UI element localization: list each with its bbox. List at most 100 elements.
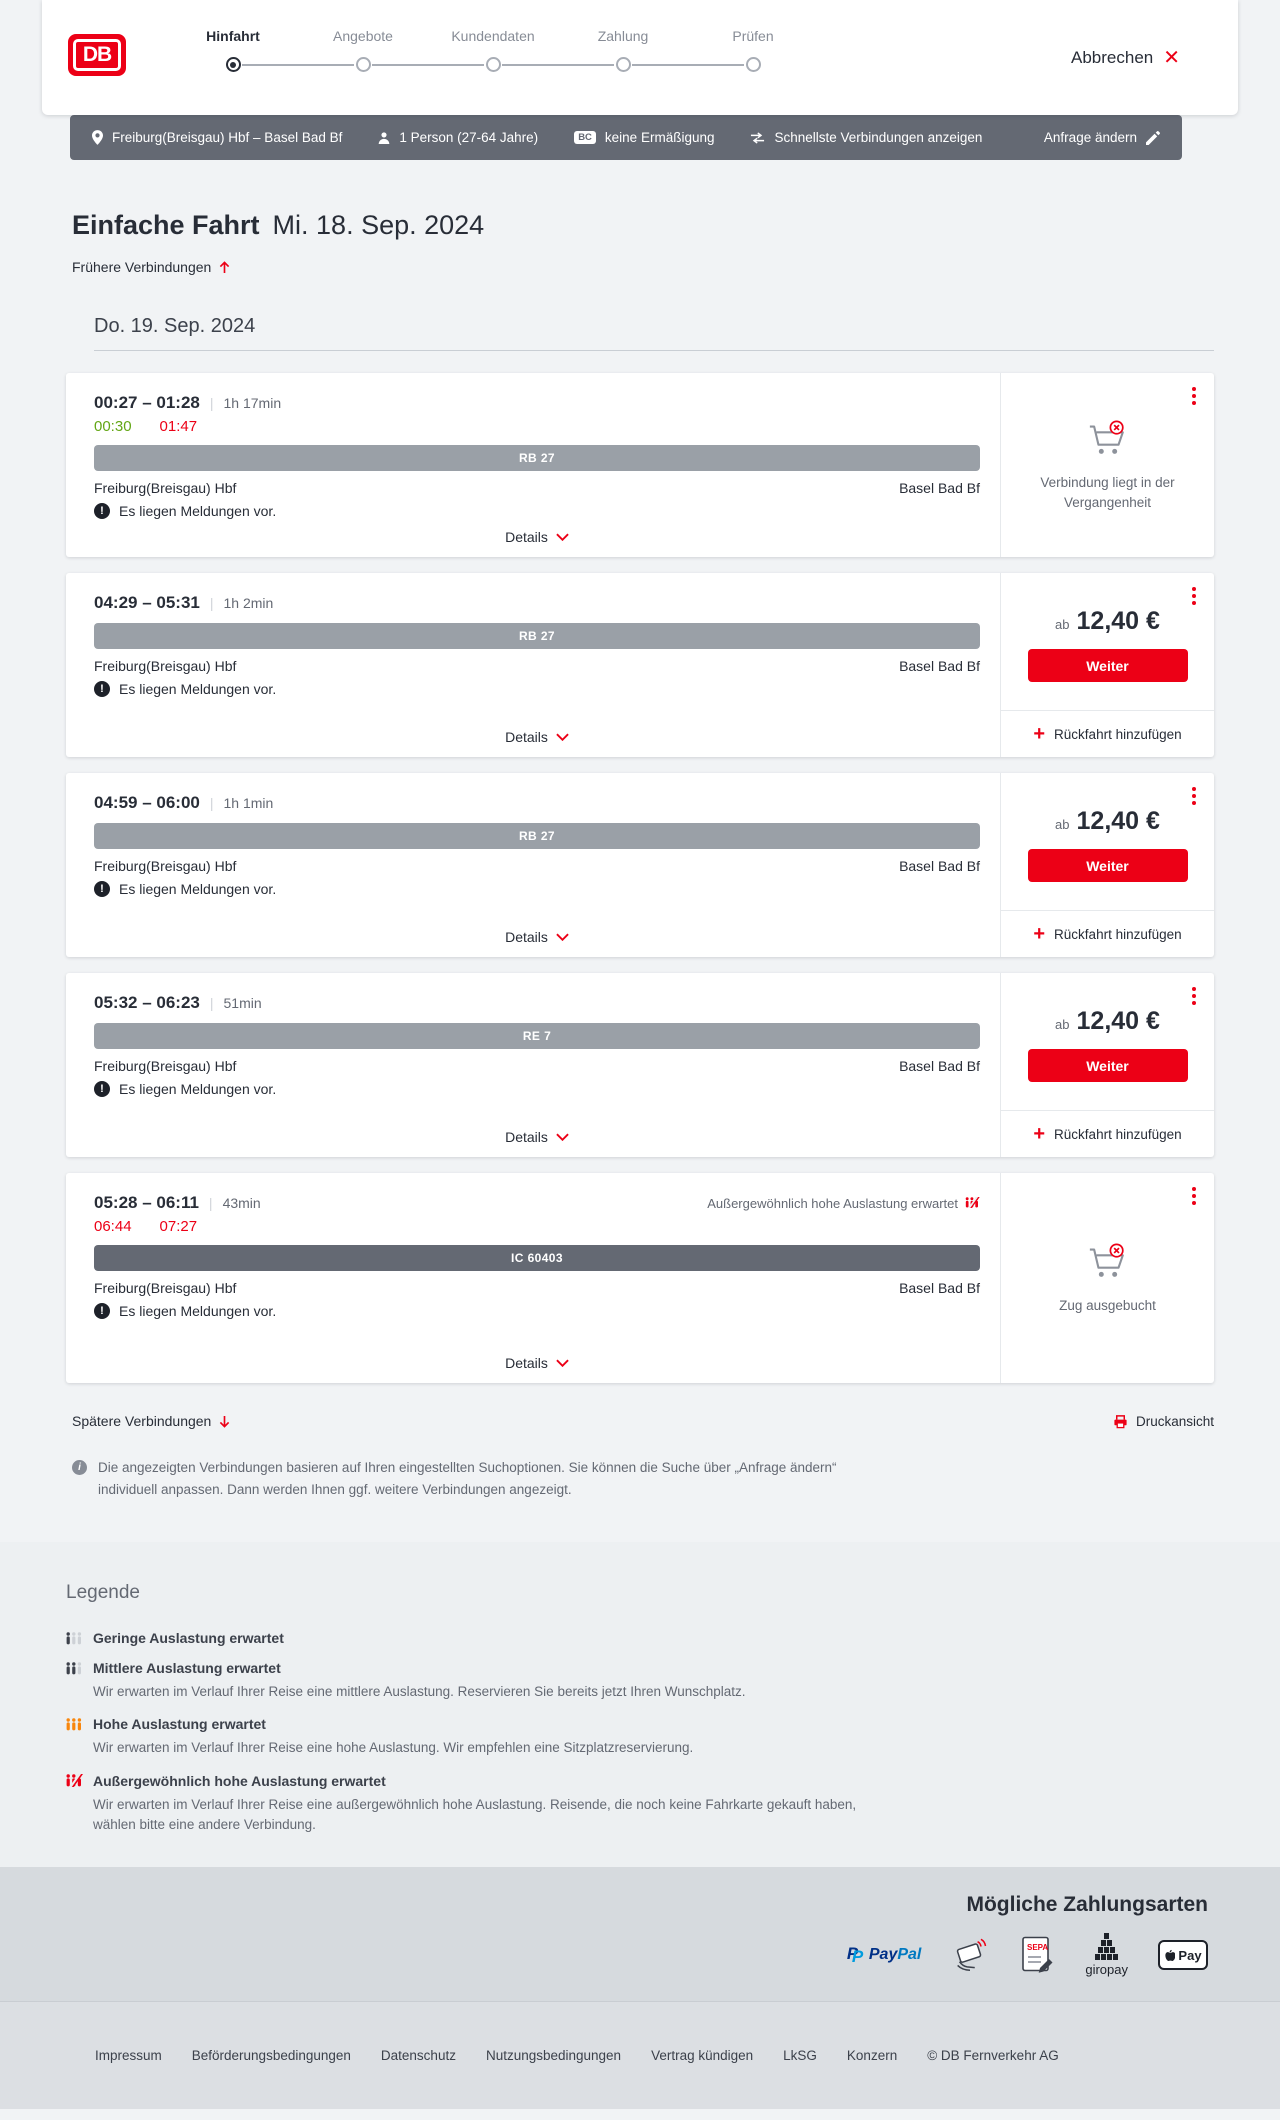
continue-button[interactable]: Weiter	[1027, 849, 1188, 882]
journey-duration: 1h 17min	[223, 395, 282, 411]
earlier-connections-link[interactable]: Frühere Verbindungen	[72, 259, 1214, 275]
details-label: Details	[505, 529, 548, 545]
journey-offer-panel: Zug ausgebucht	[1000, 1173, 1214, 1383]
later-connections-link[interactable]: Spätere Verbindungen	[72, 1413, 230, 1429]
price-value: 12,40 €	[1076, 607, 1160, 635]
day-header: Do. 19. Sep. 2024	[94, 315, 1214, 351]
notice-row: ! Es liegen Meldungen vor.	[94, 503, 980, 519]
passengers-label: 1 Person (27-64 Jahre)	[399, 130, 539, 145]
notice-text: Es liegen Meldungen vor.	[119, 681, 277, 697]
main-section: Freiburg(Breisgau) Hbf – Basel Bad Bf 1 …	[0, 115, 1280, 1543]
info-icon: i	[72, 1460, 87, 1475]
train-line-bar[interactable]: RB 27	[94, 445, 980, 471]
journey-times-row: 04:59 – 06:00 | 1h 1min	[94, 793, 980, 813]
edit-request-button[interactable]: Anfrage ändern	[1044, 130, 1160, 145]
step-kundendaten[interactable]: Kundendaten	[428, 0, 614, 72]
journey-offer-panel: Verbindung liegt in der Vergangenheit	[1000, 373, 1214, 557]
stations-row: Freiburg(Breisgau) Hbf Basel Bad Bf	[94, 1058, 980, 1074]
person-icon	[379, 131, 390, 144]
price-value: 12,40 €	[1076, 807, 1160, 835]
details-toggle[interactable]: Details	[94, 921, 980, 945]
destination-station: Basel Bad Bf	[899, 480, 980, 496]
details-toggle[interactable]: Details	[94, 721, 980, 745]
add-return-button[interactable]: + Rückfahrt hinzufügen	[1001, 910, 1214, 957]
footer-link[interactable]: Konzern	[846, 2048, 898, 2064]
footer-link[interactable]: Impressum	[95, 2048, 162, 2064]
price-prefix: ab	[1055, 1017, 1070, 1032]
plus-icon: +	[1033, 1123, 1046, 1145]
train-line-bar[interactable]: RB 27	[94, 623, 980, 649]
destination-station: Basel Bad Bf	[899, 1280, 980, 1296]
price-row: ab 12,40 €	[1055, 1007, 1160, 1036]
journey-menu-button[interactable]	[1189, 384, 1199, 408]
footer-link[interactable]: Beförderungsbedingungen	[191, 2048, 351, 2064]
summary-route: Freiburg(Breisgau) Hbf – Basel Bad Bf	[92, 130, 342, 145]
printer-icon	[1114, 1414, 1127, 1428]
journey-times-row: 05:32 – 06:23 | 51min	[94, 993, 980, 1013]
realtime-departure: 00:30	[94, 418, 132, 435]
cancel-button[interactable]: Abbrechen ✕	[1071, 48, 1180, 68]
journey-menu-button[interactable]	[1189, 984, 1199, 1008]
db-logo[interactable]: DB	[68, 34, 126, 76]
discount-label: keine Ermäßigung	[604, 130, 715, 145]
details-toggle[interactable]: Details	[94, 1121, 980, 1145]
footer-link[interactable]: Vertrag kündigen	[651, 2048, 754, 2064]
train-line-bar[interactable]: RE 7	[94, 1023, 980, 1049]
continue-button[interactable]: Weiter	[1027, 649, 1188, 682]
add-return-button[interactable]: + Rückfahrt hinzufügen	[1001, 1110, 1214, 1157]
giropay-tower	[1095, 1933, 1119, 1961]
step-prüfen[interactable]: Prüfen	[688, 0, 818, 72]
offer-unavailable-block: Verbindung liegt in der Vergangenheit	[1001, 373, 1214, 557]
legend-item-label: Außergewöhnlich hohe Auslastung erwartet	[66, 1773, 1214, 1789]
journey-menu-button[interactable]	[1189, 584, 1199, 608]
journey-menu-button[interactable]	[1189, 1184, 1199, 1208]
legend-item: Hohe Auslastung erwartet Wir erwarten im …	[66, 1716, 1214, 1758]
db-logo-text: DB	[73, 39, 121, 71]
step-dot	[355, 57, 371, 72]
info-note: i Die angezeigten Verbindungen basieren …	[72, 1457, 842, 1500]
pencil-icon	[1146, 130, 1160, 145]
journey-times: 04:59 – 06:00	[94, 793, 200, 812]
step-hinfahrt[interactable]: Hinfahrt	[168, 0, 354, 72]
legend-item-title: Mittlere Auslastung erwartet	[93, 1660, 281, 1677]
step-angebote[interactable]: Angebote	[298, 0, 484, 72]
journey-menu-button[interactable]	[1189, 784, 1199, 808]
train-line-bar[interactable]: IC 60403	[94, 1245, 980, 1271]
continue-button[interactable]: Weiter	[1027, 1049, 1188, 1082]
legend-section: Legende Geringe Auslastung erwartet Mittl…	[0, 1542, 1280, 1868]
summary-discount: BC keine Ermäßigung	[574, 130, 714, 145]
add-return-button[interactable]: + Rückfahrt hinzufügen	[1001, 710, 1214, 757]
details-toggle[interactable]: Details	[94, 1347, 980, 1371]
occupancy-icon-high	[66, 1718, 82, 1731]
alert-icon: !	[94, 681, 110, 697]
cart-unavailable-icon	[1089, 420, 1124, 454]
progress-steps: Hinfahrt Angebote Kundendaten Zahlung Prüfen	[168, 0, 818, 72]
unavailable-message: Zug ausgebucht	[1059, 1297, 1156, 1313]
fastest-connections-toggle[interactable]: Schnellste Verbindungen anzeigen	[750, 130, 982, 145]
price-prefix: ab	[1055, 817, 1070, 832]
step-dot	[225, 57, 241, 72]
footer-link[interactable]: Datenschutz	[380, 2048, 456, 2064]
legend-item: Außergewöhnlich hohe Auslastung erwartet…	[66, 1773, 1214, 1836]
footer-link[interactable]: LkSG	[783, 2048, 817, 2064]
journey-card: 04:59 – 06:00 | 1h 1min RB 27 Freiburg(B…	[66, 773, 1214, 957]
journey-summary: 04:29 – 05:31 | 1h 2min RB 27 Freiburg(B…	[66, 573, 1000, 757]
journey-times-row: 00:27 – 01:28 | 1h 17min	[94, 393, 980, 413]
trip-type-label: Einfache Fahrt	[72, 210, 260, 240]
details-label: Details	[505, 729, 548, 745]
legend-item-title: Geringe Auslastung erwartet	[93, 1630, 284, 1647]
train-line-bar[interactable]: RB 27	[94, 823, 980, 849]
arrow-down-icon	[220, 1415, 230, 1428]
origin-station: Freiburg(Breisgau) Hbf	[94, 1280, 237, 1296]
occupancy-note: Außergewöhnlich hohe Auslastung erwartet	[707, 1195, 980, 1211]
step-label: Prüfen	[732, 28, 774, 44]
step-zahlung[interactable]: Zahlung	[558, 0, 744, 72]
print-view-link[interactable]: Druckansicht	[1113, 1414, 1214, 1429]
summary-passengers: 1 Person (27-64 Jahre)	[378, 130, 538, 145]
footer-link[interactable]: Nutzungsbedingungen	[485, 2048, 622, 2064]
apple-logo-icon	[1165, 1949, 1176, 1961]
chevron-down-icon	[556, 1359, 569, 1367]
fastest-label: Schnellste Verbindungen anzeigen	[774, 130, 983, 145]
details-toggle[interactable]: Details	[94, 521, 980, 545]
